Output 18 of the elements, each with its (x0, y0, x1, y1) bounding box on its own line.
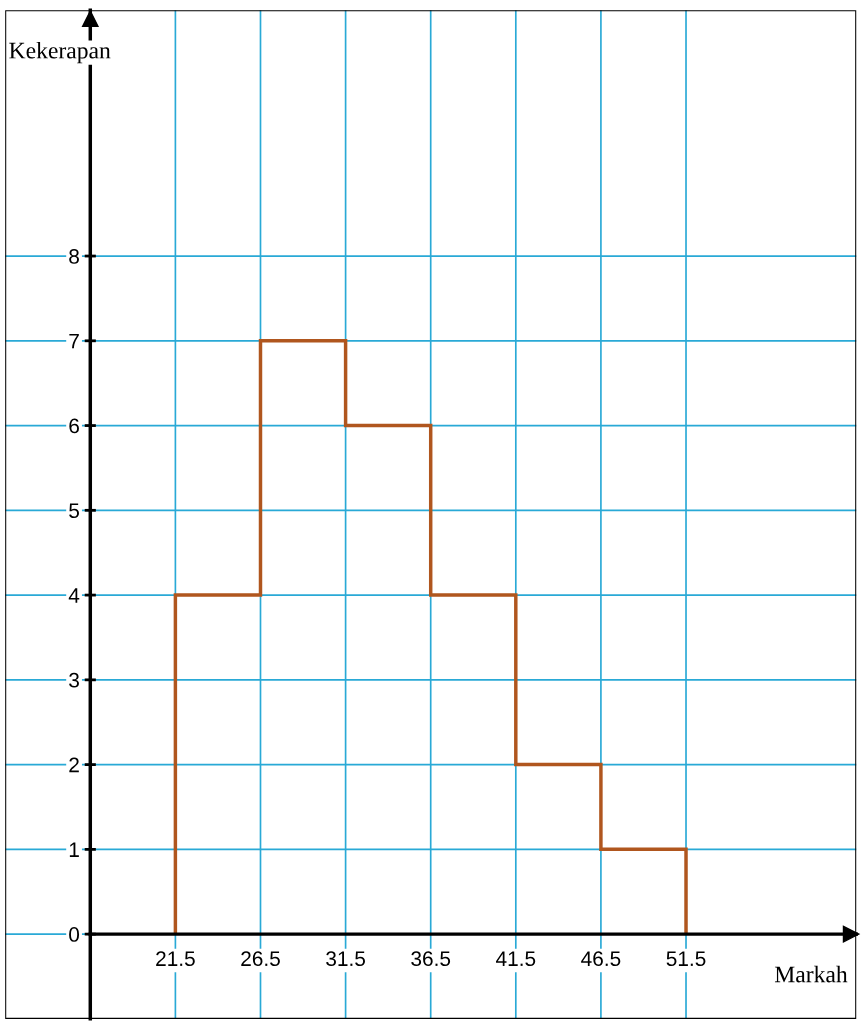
y-tick-label: 4 (68, 588, 80, 603)
x-tick-label: 26.5 (241, 951, 280, 967)
y-axis-title: Kekerapan (9, 41, 111, 64)
y-tick-label: 5 (69, 503, 79, 519)
x-tick-label: 21.5 (156, 951, 195, 967)
y-tick-label: 3 (69, 672, 79, 688)
x-axis-title: Markah (774, 965, 848, 983)
y-tick-label: 6 (69, 418, 79, 434)
y-tick-label: 2 (69, 757, 79, 773)
x-tick-label: 46.5 (581, 951, 621, 967)
x-tick-label: 31.5 (326, 951, 365, 967)
y-tick-label: 0 (69, 927, 80, 942)
x-tick-label: 51.5 (666, 951, 706, 967)
y-tick-label: 8 (69, 249, 79, 264)
x-tick-label: 36.5 (411, 951, 451, 967)
y-tick-label: 1 (69, 842, 79, 857)
x-tick-label: 41.5 (496, 951, 536, 967)
y-tick-label: 7 (69, 334, 79, 349)
